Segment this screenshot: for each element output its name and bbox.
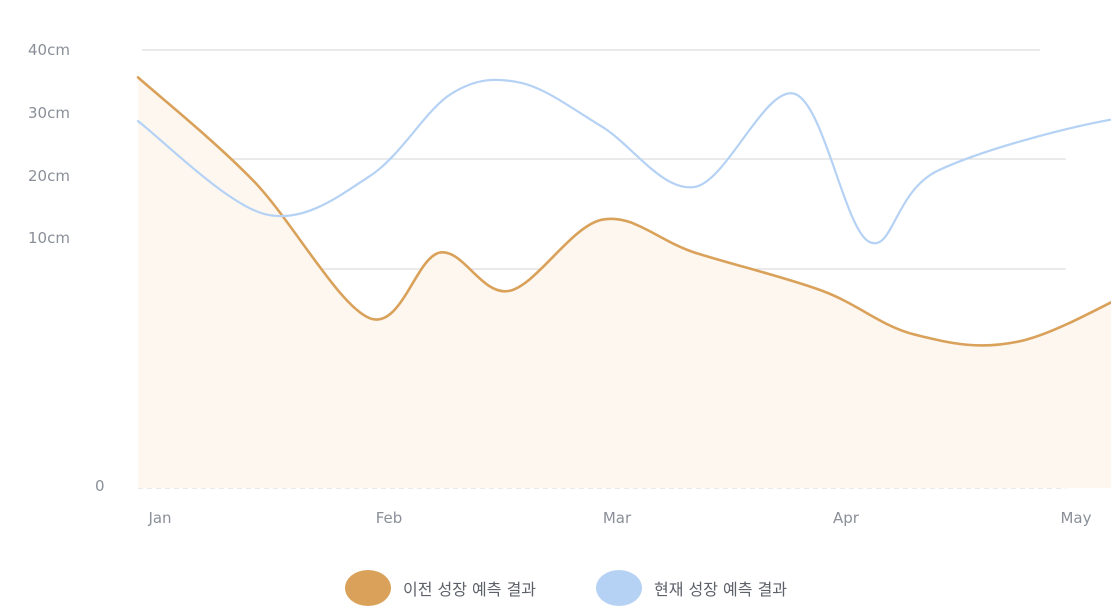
y-tick-label: 0 [95, 477, 105, 495]
x-tick-label: Feb [376, 509, 403, 527]
x-tick-label: May [1060, 509, 1091, 527]
series-line-1 [136, 78, 1111, 245]
legend-swatch-current [596, 570, 642, 606]
x-tick-label: Mar [603, 509, 632, 527]
legend-item-previous[interactable]: 이전 성장 예측 결과 [345, 570, 536, 606]
legend: 이전 성장 예측 결과 현재 성장 예측 결과 [0, 568, 1111, 608]
legend-label-current: 현재 성장 예측 결과 [654, 580, 788, 599]
x-tick-label: Jan [147, 509, 171, 527]
y-tick-label: 40cm [28, 41, 70, 59]
y-tick-label: 10cm [28, 229, 70, 247]
series-line-0 [136, 76, 1111, 347]
chart-plot: 0 10cm 20cm 30cm 40cm Jan Feb Mar Apr May [28, 41, 1111, 527]
legend-label-previous: 이전 성장 예측 결과 [403, 580, 537, 599]
y-tick-label: 30cm [28, 104, 70, 122]
y-tick-label: 20cm [28, 167, 70, 185]
legend-swatch-previous [345, 570, 391, 606]
series-area-0 [138, 77, 1111, 488]
legend-item-current[interactable]: 현재 성장 예측 결과 [596, 570, 787, 606]
x-tick-label: Apr [833, 509, 860, 527]
